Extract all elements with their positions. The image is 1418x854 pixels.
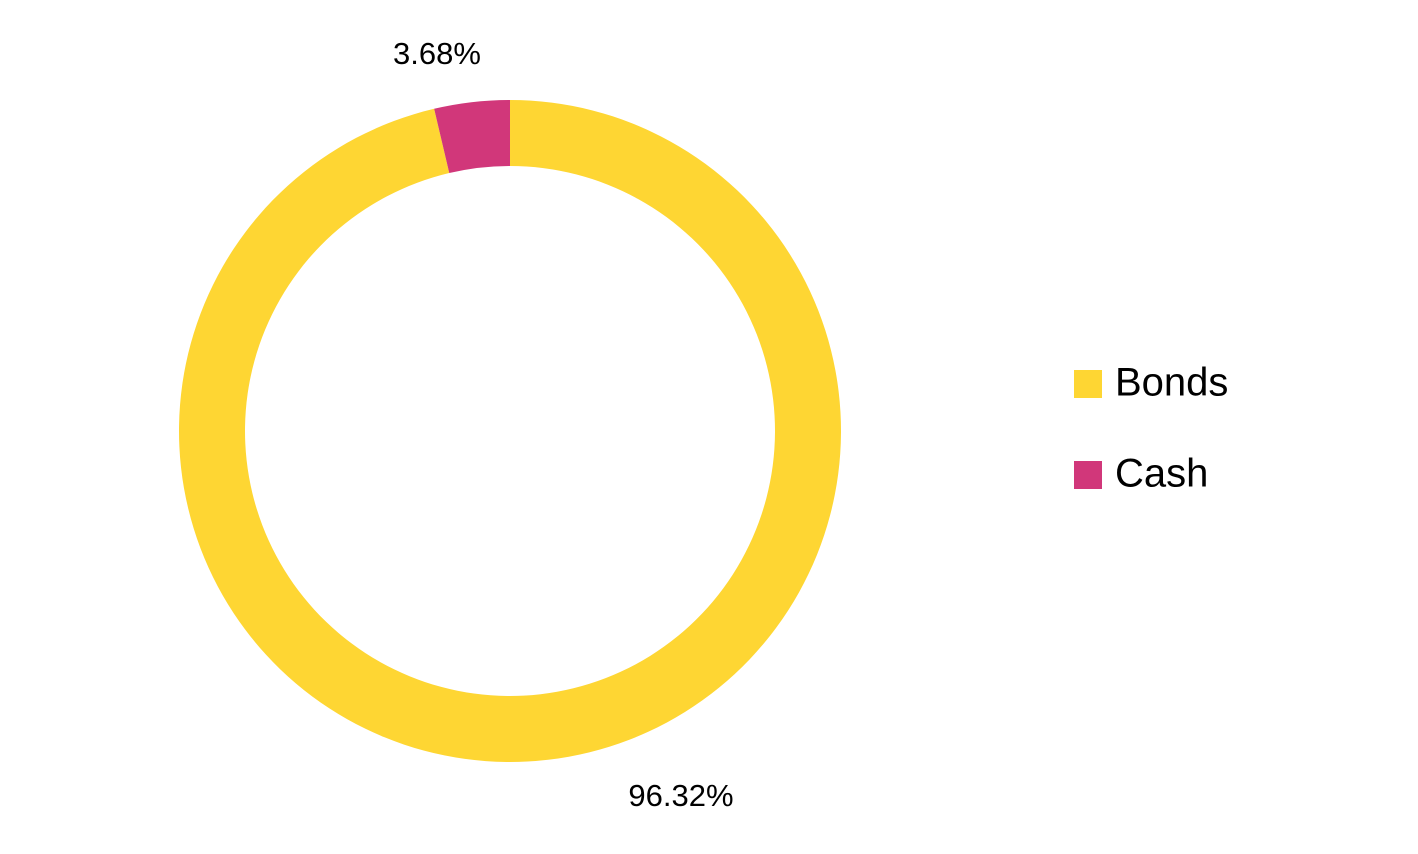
value-label: 3.68%: [393, 36, 481, 71]
legend-swatch: [1074, 370, 1102, 398]
legend-swatch: [1074, 461, 1102, 489]
value-label: 96.32%: [628, 778, 733, 813]
donut-slice: [178, 100, 841, 762]
legend-label: Cash: [1115, 452, 1208, 496]
donut-slice: [434, 100, 510, 174]
legend-label: Bonds: [1115, 361, 1228, 405]
